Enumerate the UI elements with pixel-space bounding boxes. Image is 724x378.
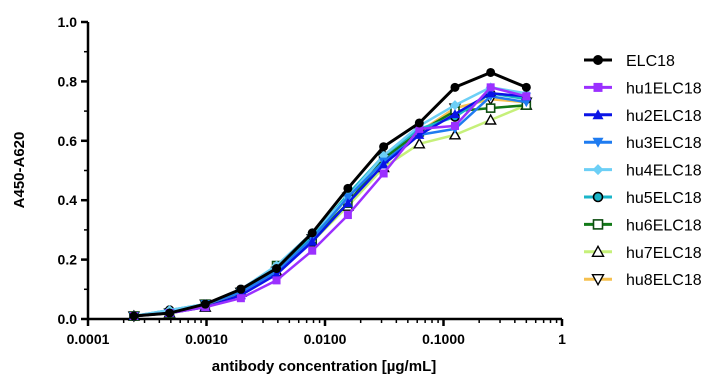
series-line	[133, 71, 527, 318]
y-tick-label: 0.6	[58, 133, 78, 149]
y-tick-label: 0.4	[58, 192, 78, 208]
y-tick-label: 0.2	[58, 252, 78, 268]
data-point	[414, 118, 424, 128]
x-tick-label: 0.1000	[422, 331, 465, 347]
data-point	[342, 198, 353, 208]
legend-label: hu2ELC18	[626, 108, 702, 125]
data-point	[448, 128, 462, 140]
legend-marker	[591, 244, 605, 257]
data-point	[307, 228, 317, 238]
series-hu5ELC18	[129, 88, 532, 321]
legend-item: hu1ELC18	[584, 80, 702, 97]
legend-item: hu5ELC18	[584, 190, 702, 207]
data-point	[449, 109, 460, 119]
legend-marker	[591, 274, 605, 287]
axes: 0.0 0.2 0.4 0.6 0.8 1.0 0.0001 0.0010 0.0100 0.10…	[58, 14, 567, 347]
data-point	[450, 82, 460, 92]
legend-label: hu5ELC18	[626, 190, 702, 207]
data-point	[200, 299, 210, 309]
data-point	[236, 294, 245, 303]
series-hu4ELC18	[128, 82, 532, 322]
legend-label: hu4ELC18	[626, 163, 702, 180]
y-tick-label: 0.0	[58, 311, 78, 327]
data-point	[486, 67, 496, 77]
data-point	[485, 103, 496, 113]
legend: ELC18 hu1ELC18 hu2ELC18 hu3ELC18 hu4ELC18 hu5…	[584, 53, 702, 289]
legend-marker	[592, 137, 604, 148]
legend-label: hu1ELC18	[626, 80, 702, 97]
series-line	[133, 86, 527, 318]
data-point	[379, 142, 389, 152]
series-hu1ELC18	[129, 83, 531, 321]
legend-marker	[592, 164, 604, 176]
data-point	[522, 92, 531, 101]
data-point	[521, 98, 532, 108]
legend-marker	[592, 219, 604, 230]
series-hu2ELC18	[128, 88, 532, 321]
data-point	[413, 137, 426, 149]
legend-marker	[592, 191, 604, 203]
data-point	[343, 211, 352, 220]
data-point	[378, 159, 389, 169]
data-point	[521, 82, 531, 92]
legend-item: hu6ELC18	[584, 217, 702, 234]
legend-item: hu7ELC18	[584, 245, 702, 262]
legend-label: hu6ELC18	[626, 217, 702, 234]
data-point	[485, 88, 496, 98]
data-point	[272, 264, 282, 274]
legend-item: hu3ELC18	[584, 135, 702, 152]
series-line	[133, 92, 527, 318]
data-point	[484, 113, 497, 125]
x-axis-label: antibody concentration [µg/mL]	[212, 358, 436, 375]
legend-label: hu8ELC18	[626, 272, 702, 289]
legend-label: hu3ELC18	[626, 135, 702, 152]
series-hu3ELC18	[128, 92, 532, 322]
data-point	[379, 169, 388, 178]
x-tick-label: 1	[558, 331, 566, 347]
legend-label: ELC18	[626, 53, 675, 70]
data-point	[450, 121, 459, 130]
x-tick-label: 0.0001	[67, 331, 110, 347]
data-point	[236, 284, 246, 294]
data-point	[414, 129, 425, 139]
legend-item: hu8ELC18	[584, 272, 702, 289]
legend-item: ELC18	[584, 53, 675, 70]
data-point	[272, 276, 281, 285]
data-point	[342, 193, 353, 203]
data-point	[343, 183, 353, 193]
data-point	[449, 100, 460, 111]
series-layer	[127, 67, 533, 323]
y-tick-label: 1.0	[58, 14, 78, 30]
legend-marker	[593, 55, 603, 65]
legend-label: hu7ELC18	[626, 245, 702, 262]
series-ELC18	[129, 67, 531, 321]
legend-item: hu4ELC18	[584, 163, 702, 180]
series-line	[133, 97, 527, 318]
legend-marker	[592, 109, 604, 120]
series-line	[133, 86, 527, 318]
data-point	[415, 124, 424, 133]
data-point	[271, 269, 282, 279]
data-point	[165, 308, 175, 318]
x-tick-label: 0.0100	[304, 331, 347, 347]
y-tick-label: 0.8	[58, 73, 78, 89]
data-point	[486, 83, 495, 92]
legend-marker	[593, 82, 603, 92]
x-tick-label: 0.0010	[185, 331, 228, 347]
legend-item: hu2ELC18	[584, 108, 702, 125]
data-point	[129, 311, 139, 321]
data-point	[308, 246, 317, 255]
y-axis-label: A450-A620	[11, 132, 28, 209]
series-line	[133, 92, 527, 318]
data-point	[307, 236, 318, 246]
